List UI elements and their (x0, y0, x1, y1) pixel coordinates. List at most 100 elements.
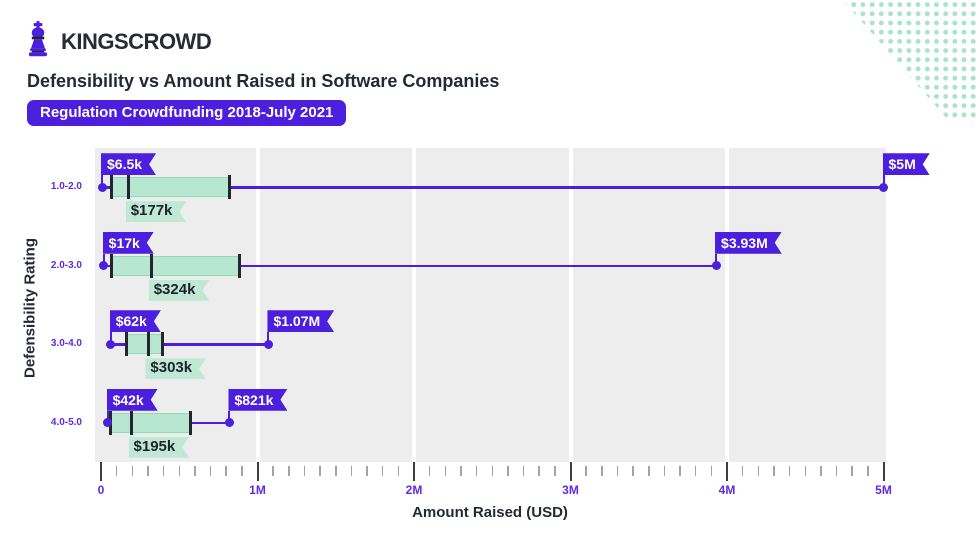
x-minor-tick (491, 466, 493, 476)
kingscrowd-logo: KINGSCROWD (24, 19, 212, 64)
x-major-tick (256, 462, 259, 481)
plot-panel (95, 148, 886, 462)
median-value-ribbon: $195k (129, 437, 190, 458)
max-dot (879, 182, 888, 192)
chess-king-icon (24, 19, 52, 64)
median-line (146, 332, 150, 357)
x-minor-tick (131, 466, 134, 476)
range-line (103, 264, 717, 267)
gridline (725, 148, 729, 462)
x-minor-tick (444, 466, 447, 476)
q1-line (124, 332, 128, 357)
x-minor-tick (867, 466, 869, 476)
x-minor-tick (288, 466, 290, 476)
x-tick-label: 0 (97, 483, 105, 497)
x-minor-tick (679, 466, 681, 476)
chart-title: Defensibility vs Amount Raised in Softwa… (27, 71, 500, 91)
x-major-tick (413, 462, 415, 481)
max-dot (224, 418, 234, 428)
x-minor-tick (851, 466, 853, 476)
x-minor-tick (788, 466, 791, 476)
x-minor-tick (757, 466, 760, 476)
max-dot (263, 339, 273, 349)
y-category-label: 4.0-5.0 (50, 416, 82, 428)
x-minor-tick (632, 466, 634, 476)
median-line (130, 410, 134, 435)
q1-line (109, 175, 113, 200)
x-minor-tick (585, 466, 587, 476)
x-minor-tick (601, 466, 603, 476)
x-minor-tick (616, 466, 619, 476)
median-ribbon-connector (126, 195, 133, 206)
x-minor-tick (507, 466, 509, 476)
x-minor-tick (147, 466, 149, 476)
median-line (127, 175, 131, 200)
x-minor-tick (522, 466, 525, 476)
x-minor-tick (554, 466, 556, 476)
min-flag-connector (101, 175, 104, 188)
x-minor-tick (741, 466, 744, 476)
max-dot (711, 261, 721, 271)
median-line (150, 253, 154, 278)
x-minor-tick (225, 466, 227, 476)
iqr-box (110, 412, 191, 433)
x-minor-tick (804, 466, 806, 476)
x-minor-tick (350, 466, 353, 476)
x-minor-tick (209, 466, 212, 476)
x-minor-tick (162, 466, 165, 476)
min-flag-connector (102, 253, 105, 266)
y-category-label: 1.0-2.0 (50, 181, 82, 193)
q3-line (189, 410, 193, 435)
x-minor-tick (381, 466, 384, 476)
x-major-tick (726, 462, 728, 481)
median-value-ribbon: $177k (126, 201, 187, 222)
q1-line (109, 253, 113, 278)
x-minor-tick (335, 466, 337, 476)
min-dot (99, 261, 109, 271)
x-minor-tick (319, 466, 321, 476)
iqr-box (126, 334, 163, 355)
max-value-flag: $5M (883, 153, 930, 175)
x-minor-tick (366, 466, 368, 476)
iqr-box (111, 255, 240, 276)
min-flag-connector (106, 410, 109, 423)
x-minor-tick (710, 466, 713, 476)
x-minor-tick (272, 466, 274, 476)
x-axis-title: Amount Raised (USD) (412, 504, 568, 521)
gridline (568, 148, 573, 462)
x-minor-tick (694, 466, 697, 476)
min-value-flag: $42k (107, 389, 158, 411)
x-minor-tick (835, 466, 838, 476)
x-minor-tick (663, 466, 666, 476)
x-minor-tick (460, 466, 462, 476)
min-dot (106, 339, 116, 349)
x-minor-tick (773, 466, 775, 476)
x-tick-label: 5M (875, 483, 892, 497)
max-value-flag: $3.93M (715, 232, 782, 254)
x-minor-tick (820, 466, 822, 476)
max-flag-connector (715, 253, 718, 266)
median-value-ribbon: $324k (149, 280, 210, 301)
x-minor-tick (538, 466, 540, 476)
x-minor-tick (178, 466, 180, 476)
min-value-flag: $17k (103, 232, 154, 254)
x-minor-tick (303, 466, 306, 476)
x-tick-label: 1M (249, 483, 266, 497)
median-ribbon-connector (149, 273, 156, 284)
q3-line (238, 253, 242, 278)
max-value-flag: $821k (228, 389, 287, 411)
y-category-label: 3.0-4.0 (50, 338, 82, 350)
x-minor-tick (648, 466, 650, 476)
x-major-tick (882, 462, 885, 481)
max-flag-connector (267, 332, 270, 345)
min-value-flag: $62k (110, 310, 161, 332)
x-minor-tick (397, 466, 400, 476)
subtitle-badge: Regulation Crowdfunding 2018-July 2021 (27, 100, 347, 126)
min-dot (97, 182, 107, 192)
x-minor-tick (475, 466, 478, 476)
x-minor-tick (194, 466, 196, 476)
q3-line (227, 175, 231, 200)
x-major-tick (569, 462, 572, 481)
